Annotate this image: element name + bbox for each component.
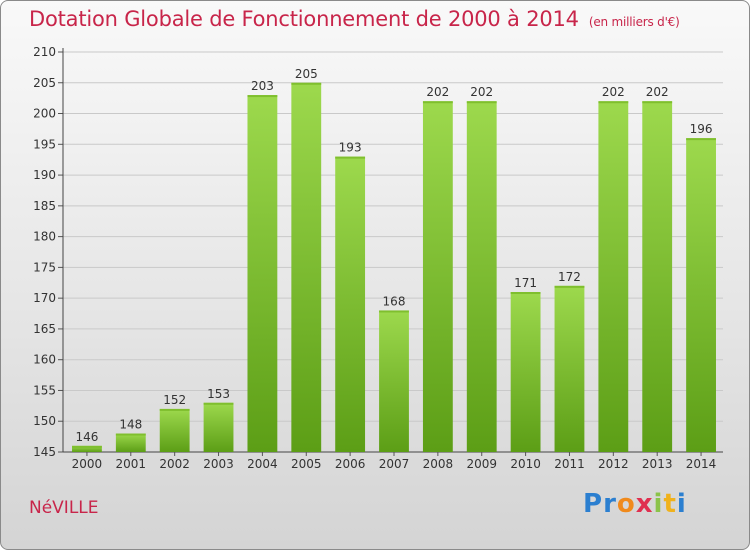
x-tick-label-2011: 2011 (554, 457, 585, 471)
bar-2011 (554, 285, 585, 452)
bar-top-2012 (598, 101, 629, 104)
bar-top-2001 (115, 433, 146, 436)
x-tick-label-2002: 2002 (159, 457, 190, 471)
bar-top-2002 (159, 408, 190, 411)
value-label-2010: 171 (514, 276, 537, 290)
x-tick-label-2008: 2008 (423, 457, 454, 471)
y-tick-label: 145 (33, 445, 56, 459)
value-label-2008: 202 (426, 85, 449, 99)
bar-top-2003 (203, 402, 234, 405)
x-tick-label-2013: 2013 (642, 457, 673, 471)
bar-2006 (335, 156, 366, 452)
bar-2000 (72, 445, 102, 452)
x-tick-label-2004: 2004 (247, 457, 278, 471)
value-label-2012: 202 (602, 85, 625, 99)
bar-top-2013 (642, 101, 673, 104)
bar-2009 (466, 101, 497, 452)
bar-2014 (686, 138, 716, 452)
y-tick-label: 190 (33, 168, 56, 182)
y-tick-label: 195 (33, 137, 56, 151)
bar-2012 (598, 101, 629, 452)
proxiti-logo: Proxiti (583, 489, 687, 519)
logo-letter: P (583, 489, 604, 519)
y-tick-label: 180 (33, 230, 56, 244)
y-tick-label: 155 (33, 383, 56, 397)
bar-top-2011 (554, 285, 585, 288)
x-tick-label-2003: 2003 (203, 457, 234, 471)
y-tick-label: 150 (33, 414, 56, 428)
value-label-2003: 153 (207, 387, 230, 401)
logo-letter: x (635, 489, 654, 519)
bar-2002 (159, 408, 190, 452)
bar-2008 (422, 101, 453, 452)
bar-top-2010 (510, 292, 541, 294)
labels: 145 150 155 160 165 170 175 180 185 190 195 200 205 2… (33, 45, 716, 471)
value-label-2013: 202 (646, 85, 669, 99)
bar-top-2007 (379, 310, 409, 313)
city-name: NéVILLE (29, 498, 99, 518)
value-label-2014: 196 (690, 122, 713, 136)
logo-letter: i (676, 489, 687, 519)
bar-2007 (379, 310, 409, 452)
value-label-2002: 152 (163, 393, 186, 407)
value-label-2009: 202 (470, 85, 493, 99)
y-tick-label: 175 (33, 260, 56, 274)
bar-2001 (115, 433, 146, 452)
logo-letter: i (653, 489, 664, 519)
y-tick-label: 200 (33, 107, 56, 121)
bar-top-2005 (291, 82, 322, 85)
chart-title-text: Dotation Globale de Fonctionnement de 20… (29, 7, 579, 31)
bar-top-2014 (686, 138, 716, 141)
chart-unit: (en milliers d'€) (588, 15, 680, 29)
value-label-2007: 168 (383, 294, 406, 308)
x-tick-label-2014: 2014 (686, 457, 717, 471)
x-tick-label-2010: 2010 (510, 457, 541, 471)
y-tick-label: 185 (33, 199, 56, 213)
logo-letter: t (663, 489, 677, 519)
value-label-2005: 205 (295, 67, 318, 81)
y-tick-label: 160 (33, 353, 56, 367)
value-label-2001: 148 (119, 418, 142, 432)
bar-top-2009 (466, 101, 497, 104)
bar-2005 (291, 82, 322, 453)
logo-letter: r (603, 489, 617, 519)
value-label-2006: 193 (339, 141, 362, 155)
value-label-2011: 172 (558, 270, 581, 284)
y-tick-label: 205 (33, 76, 56, 90)
bar-2004 (247, 95, 278, 453)
bars (72, 82, 716, 453)
value-label-2000: 146 (75, 430, 98, 444)
x-tick-label-2005: 2005 (291, 457, 322, 471)
bar-top-2008 (422, 101, 453, 104)
bar-2003 (203, 402, 234, 452)
x-tick-label-2000: 2000 (72, 457, 103, 471)
bar-top-2006 (335, 156, 366, 159)
x-tick-label-2001: 2001 (116, 457, 147, 471)
y-tick-label: 170 (33, 291, 56, 305)
bar-top-2000 (72, 445, 102, 448)
bar-2010 (510, 292, 541, 452)
bar-top-2004 (247, 95, 278, 98)
value-label-2004: 203 (251, 79, 274, 93)
logo-letter: o (616, 489, 636, 519)
x-tick-label-2006: 2006 (335, 457, 366, 471)
x-tick-label-2009: 2009 (466, 457, 497, 471)
y-tick-label: 210 (33, 45, 56, 59)
chart-title: Dotation Globale de Fonctionnement de 20… (29, 7, 680, 31)
bar-2013 (642, 101, 673, 452)
x-tick-label-2007: 2007 (379, 457, 410, 471)
y-tick-label: 165 (33, 322, 56, 336)
x-tick-label-2012: 2012 (598, 457, 629, 471)
